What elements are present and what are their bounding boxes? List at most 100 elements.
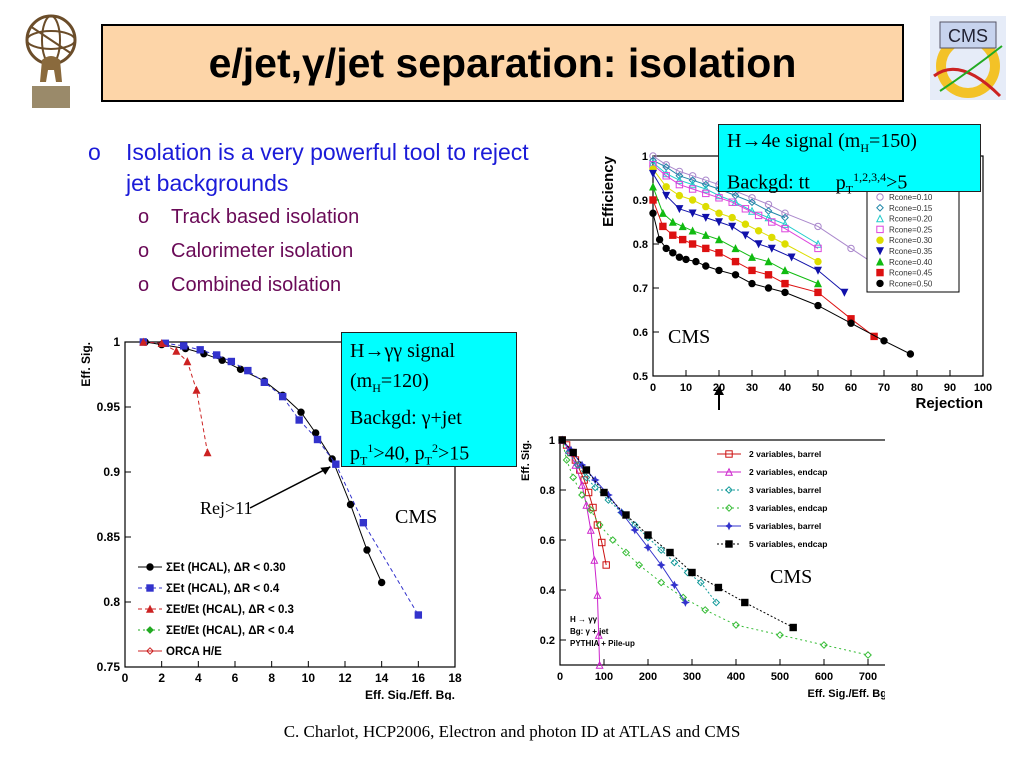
data-point xyxy=(688,240,697,248)
x-tick-label: 500 xyxy=(771,671,789,683)
data-point xyxy=(682,255,690,264)
legend-label: Rcone=0.45 xyxy=(889,269,933,278)
data-point xyxy=(584,488,593,497)
data-point xyxy=(701,184,710,193)
legend-label: Rcone=0.35 xyxy=(889,247,933,256)
data-point xyxy=(649,209,657,217)
y-tick-label: 0.8 xyxy=(103,595,120,609)
x-axis-label: Rejection xyxy=(915,395,983,412)
data-point xyxy=(813,279,823,288)
data-point xyxy=(662,172,670,180)
x-axis-label: Eff. Sig./Eff. Bg. xyxy=(365,688,455,700)
bullet-list: o Isolation is a very powerful tool to r… xyxy=(88,137,558,303)
data-point xyxy=(754,211,763,220)
legend-label: Rcone=0.50 xyxy=(889,279,933,288)
y-tick-label: 0.6 xyxy=(540,535,555,547)
data-point xyxy=(702,244,710,253)
data-point xyxy=(847,244,855,253)
x-tick-label: 0 xyxy=(650,382,656,394)
legend-label: Rcone=0.10 xyxy=(889,193,933,202)
data-point xyxy=(688,568,696,577)
x-tick-label: 30 xyxy=(746,382,758,394)
data-point xyxy=(577,480,587,489)
data-point xyxy=(595,521,604,529)
bullet-main: o Isolation is a very powerful tool to r… xyxy=(88,137,558,199)
x-tick-label: 700 xyxy=(859,671,877,683)
data-point xyxy=(688,180,697,189)
y-axis-label: Eff. Sig. xyxy=(79,342,93,387)
data-point xyxy=(702,202,710,211)
legend-marker xyxy=(875,257,885,266)
x-tick-label: 300 xyxy=(683,671,701,683)
series-3-variables-endcap xyxy=(558,436,872,659)
data-point xyxy=(688,185,697,193)
x-tick-label: 10 xyxy=(680,382,692,394)
data-point xyxy=(714,191,724,200)
data-point xyxy=(701,180,710,189)
data-point xyxy=(748,266,756,275)
data-point xyxy=(696,578,705,587)
data-point xyxy=(658,208,667,217)
y-tick-label: 1 xyxy=(549,435,555,447)
data-point xyxy=(648,169,658,178)
data-point xyxy=(278,392,287,401)
data-point xyxy=(880,337,888,345)
data-point xyxy=(781,288,789,297)
data-point xyxy=(701,606,710,614)
annotation-arrowhead xyxy=(320,466,331,475)
legend-marker xyxy=(876,279,884,288)
data-point xyxy=(702,189,710,198)
data-point xyxy=(577,460,587,470)
y-tick-label: 0.7 xyxy=(633,283,648,295)
cms-logo: CMS xyxy=(930,16,1006,100)
data-point xyxy=(728,222,737,231)
data-point xyxy=(593,590,602,599)
series-line xyxy=(561,439,717,603)
data-point xyxy=(680,598,690,607)
legend-label: 3 variables, endcap xyxy=(749,503,827,513)
data-point xyxy=(731,244,740,253)
data-point xyxy=(244,366,252,375)
data-point xyxy=(715,266,723,275)
series-rcone-0-40 xyxy=(648,182,823,288)
footer-citation: C. Charlot, HCP2006, Electron and photon… xyxy=(283,722,741,741)
sub-bullet-combined: o Combined isolation xyxy=(88,267,558,303)
y-tick-label: 0.95 xyxy=(97,400,121,414)
data-point xyxy=(662,244,670,253)
sub-bullet-calorimeter: o Calorimeter isolation xyxy=(88,233,558,269)
data-point xyxy=(764,271,773,279)
x-tick-label: 50 xyxy=(812,382,824,394)
cms-logo-text: CMS xyxy=(948,26,988,46)
corner-note: H → γγ xyxy=(570,615,598,624)
data-point xyxy=(311,429,320,437)
sub-bullet-text: Calorimeter isolation xyxy=(171,240,354,262)
x-tick-label: 90 xyxy=(944,382,956,394)
data-point xyxy=(332,460,340,468)
legend-marker xyxy=(146,563,154,571)
y-tick-label: 0.8 xyxy=(540,485,555,497)
legend-label: Rcone=0.25 xyxy=(889,225,933,234)
data-point xyxy=(813,239,823,248)
legend-marker xyxy=(876,236,884,244)
data-point xyxy=(702,176,710,184)
data-point xyxy=(870,332,878,341)
series-5-variables-endcap xyxy=(558,436,797,632)
data-point xyxy=(414,611,423,619)
bullet-marker: o xyxy=(138,206,150,228)
legend-marker xyxy=(725,540,733,548)
data-point xyxy=(712,598,721,607)
data-point xyxy=(600,488,608,497)
data-point xyxy=(748,279,756,288)
series-line xyxy=(652,162,819,245)
data-point xyxy=(203,448,212,457)
data-point xyxy=(741,598,749,607)
data-point xyxy=(764,284,773,292)
data-point xyxy=(789,623,797,632)
data-point xyxy=(669,231,677,239)
data-point xyxy=(586,525,595,534)
x-tick-label: 16 xyxy=(412,671,426,685)
legend-label: 2 variables, barrel xyxy=(749,449,821,459)
data-point xyxy=(715,209,723,217)
corner-note: Bg: γ + jet xyxy=(570,627,609,636)
bullet-marker: o xyxy=(88,139,101,165)
